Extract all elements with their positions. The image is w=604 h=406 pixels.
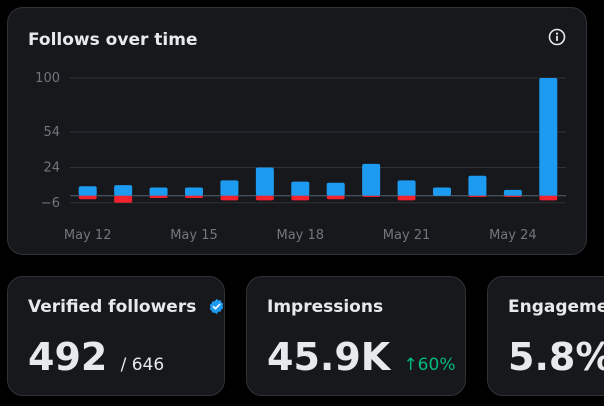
x-tick-label: May 21 xyxy=(383,228,431,243)
loss-bar xyxy=(326,195,345,200)
y-tick-label: 100 xyxy=(35,71,60,86)
loss-bar xyxy=(185,195,203,199)
impressions-value: 45.9K xyxy=(267,335,391,379)
loss-bar xyxy=(220,195,239,201)
impressions-change: ↑60% xyxy=(403,355,456,375)
y-tick-label: −6 xyxy=(41,196,60,211)
gain-bar xyxy=(78,186,97,196)
gain-bar xyxy=(149,187,168,196)
y-tick-label: 24 xyxy=(43,160,60,175)
verified-followers-value: 492 xyxy=(28,335,108,379)
verified-followers-card[interactable]: Verified followers 492 / 646 xyxy=(7,276,225,396)
gain-bar xyxy=(539,78,558,196)
gain-bar xyxy=(255,167,274,196)
total-followers-value: / 646 xyxy=(120,355,165,375)
loss-bar xyxy=(503,195,522,197)
impressions-label: Impressions xyxy=(267,297,384,317)
impressions-card[interactable]: Impressions 45.9K ↑60% xyxy=(246,276,466,396)
verified-badge-icon xyxy=(210,298,224,315)
engagement-label: Engagement xyxy=(508,297,604,317)
loss-bar xyxy=(291,195,310,201)
engagement-value: 5.8% xyxy=(508,335,604,379)
gain-bar xyxy=(185,187,203,196)
y-tick-label: 54 xyxy=(43,125,60,140)
loss-bar xyxy=(255,195,274,201)
verified-followers-label: Verified followers xyxy=(28,297,197,317)
gain-bar xyxy=(433,187,451,196)
x-tick-label: May 24 xyxy=(489,228,537,243)
gain-bar xyxy=(114,185,133,196)
loss-bar xyxy=(114,195,133,203)
x-tick-label: May 15 xyxy=(170,228,218,243)
loss-bar xyxy=(78,195,97,200)
gain-bar xyxy=(468,175,487,196)
loss-bar xyxy=(539,195,558,201)
loss-bar xyxy=(468,195,487,197)
loss-bar xyxy=(397,195,416,201)
follows-chart-card: Follows over time 100 54 24 −6 May 12 May 15 M… xyxy=(7,7,587,255)
follows-bar-chart: 100 54 24 −6 May 12 May 15 May 18 May 21 May 24 xyxy=(35,71,566,243)
gain-bar xyxy=(503,189,522,196)
gain-bar xyxy=(220,180,239,196)
gain-bar xyxy=(326,182,345,196)
info-icon[interactable] xyxy=(548,28,566,46)
gain-bar xyxy=(362,163,381,196)
x-tick-label: May 12 xyxy=(64,228,112,243)
engagement-card[interactable]: Engagement 5.8% xyxy=(487,276,604,396)
gain-bar xyxy=(291,181,310,196)
gain-bar xyxy=(397,180,416,196)
x-tick-label: May 18 xyxy=(277,228,325,243)
loss-bar xyxy=(362,195,381,197)
loss-bar xyxy=(149,195,168,199)
chart-title: Follows over time xyxy=(28,30,198,50)
